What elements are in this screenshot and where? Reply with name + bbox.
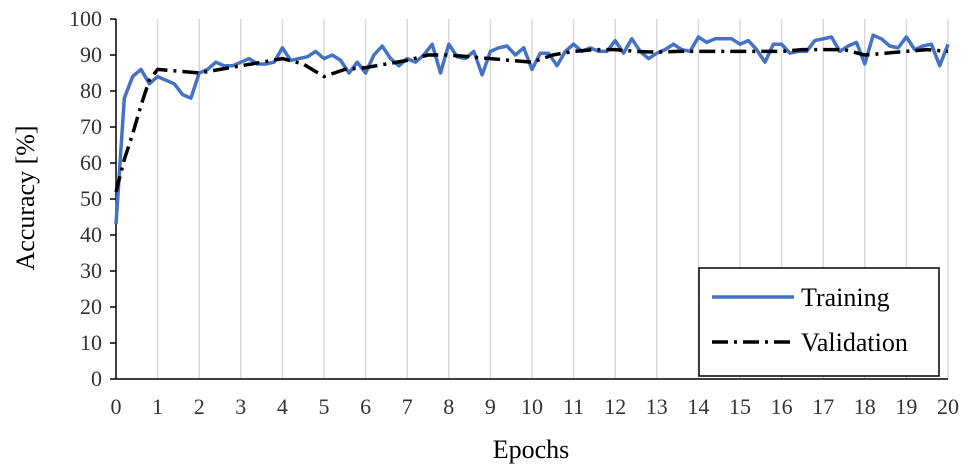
x-axis-title: Epochs	[493, 435, 570, 464]
y-tick-label-30: 30	[80, 258, 102, 283]
y-tick-label-0: 0	[91, 366, 102, 391]
x-tick-label-1: 1	[152, 394, 163, 419]
series-line-validation	[114, 47, 949, 193]
y-tick-label-10: 10	[80, 330, 102, 355]
y-tick-label-70: 70	[80, 114, 102, 139]
x-tick-label-4: 4	[277, 394, 288, 419]
x-tick-labels: 0 1 2 3 4 5 6 7 8 9 10 11 12 13 14 15 16 17 18 19 20	[111, 394, 960, 419]
x-tick-label-10: 10	[521, 394, 543, 419]
y-tick-label-80: 80	[80, 78, 102, 103]
y-tick-label-40: 40	[80, 222, 102, 247]
x-tick-label-9: 9	[485, 394, 496, 419]
x-tick-label-0: 0	[111, 394, 122, 419]
x-tick-label-18: 18	[854, 394, 876, 419]
x-tick-label-7: 7	[402, 394, 413, 419]
legend-box	[698, 267, 940, 377]
x-tick-label-12: 12	[604, 394, 626, 419]
x-tick-label-8: 8	[443, 394, 454, 419]
legend-validation-label: Validation	[801, 328, 908, 357]
y-tick-label-20: 20	[80, 294, 102, 319]
legend-training-label: Training	[801, 283, 890, 312]
series-lines	[114, 33, 950, 225]
x-tick-label-20: 20	[937, 394, 959, 419]
x-tick-label-19: 19	[895, 394, 917, 419]
y-tick-label-90: 90	[80, 42, 102, 67]
y-axis-title: Accuracy [%]	[11, 125, 40, 270]
y-tick-labels: 0 10 20 30 40 50 60 70 80 90 100	[69, 6, 102, 391]
x-tick-label-6: 6	[360, 394, 371, 419]
y-tick-label-50: 50	[80, 186, 102, 211]
x-tick-label-14: 14	[687, 394, 709, 419]
x-tick-label-5: 5	[319, 394, 330, 419]
x-tick-label-2: 2	[194, 394, 205, 419]
x-tick-label-16: 16	[771, 394, 793, 419]
y-tick-label-60: 60	[80, 150, 102, 175]
y-tick-label-100: 100	[69, 6, 102, 31]
x-tick-label-17: 17	[812, 394, 834, 419]
legend: Training Validation	[698, 267, 940, 377]
x-tick-label-3: 3	[235, 394, 246, 419]
x-tick-label-15: 15	[729, 394, 751, 419]
x-tick-label-13: 13	[646, 394, 668, 419]
x-tick-label-11: 11	[563, 394, 584, 419]
